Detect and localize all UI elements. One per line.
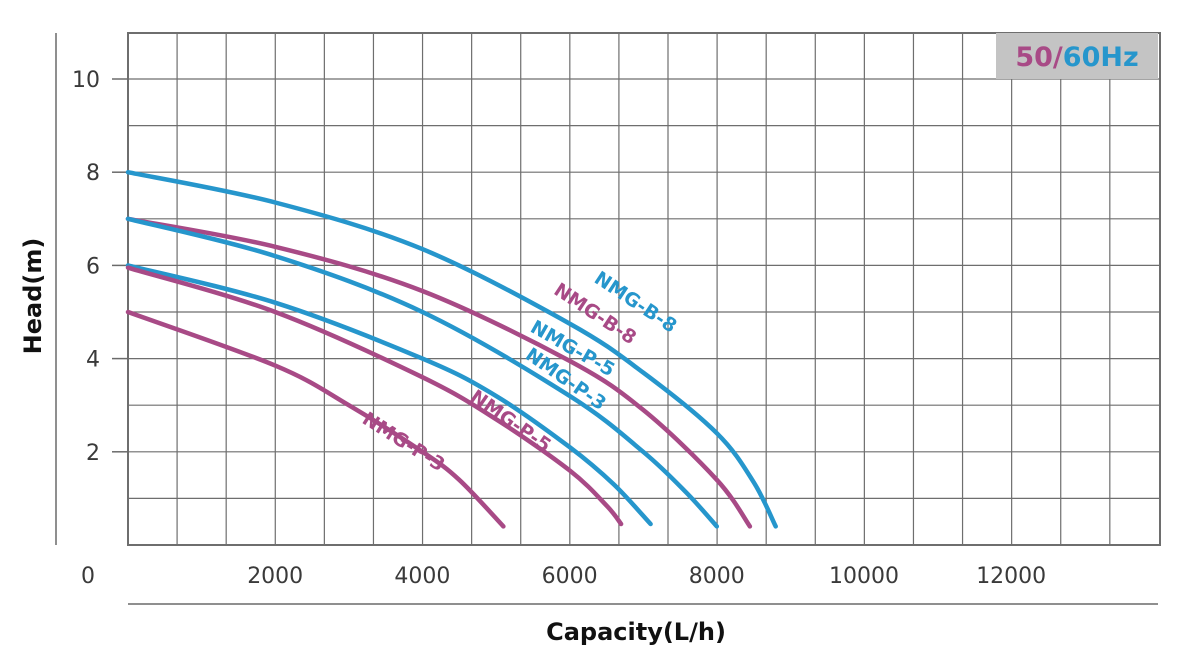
series-line-nmg-p-5-50hz	[125, 265, 624, 527]
y-tick-label: 8	[86, 161, 100, 186]
x-tick-label: 2000	[247, 564, 303, 589]
frequency-badge-text: 50/60Hz	[1015, 42, 1138, 73]
frequency-badge-background	[996, 33, 1158, 79]
grid	[127, 32, 1161, 546]
frequency-badge: 50/60Hz	[996, 33, 1158, 79]
series-line-nmg-b-8-60hz	[125, 169, 778, 529]
y-tick-label: 6	[86, 254, 100, 279]
x-tick-label: 10000	[829, 564, 899, 589]
x-tick-label: 8000	[689, 564, 745, 589]
series-label-nmg-p-3-50hz: NMG-P-3	[358, 408, 448, 476]
series-line-nmg-p-3-60hz	[125, 263, 653, 527]
x-axis-title: Capacity(L/h)	[546, 618, 726, 646]
plot-frame	[127, 32, 1161, 546]
axes: 2 4 6 8 10 0 2000 4000 6000 8000 10000 12000	[55, 33, 1158, 605]
x-tick-label: 12000	[976, 564, 1046, 589]
y-tick-label: 10	[72, 68, 100, 93]
series-line-nmg-b-8-50hz	[125, 216, 753, 529]
y-tick-label: 2	[86, 441, 100, 466]
series-line-nmg-p-5-60hz	[125, 216, 720, 529]
series-lines	[125, 169, 778, 529]
frequency-60hz-label: 60Hz	[1063, 42, 1139, 73]
x-tick-label: 0	[81, 564, 95, 589]
y-axis-title: Head(m)	[19, 238, 47, 355]
series-label-nmg-p-5-50hz: NMG-P-5	[466, 386, 555, 457]
series-line-nmg-p-3-50hz	[125, 309, 506, 529]
frequency-50hz-label: 50	[1015, 42, 1053, 73]
frequency-separator: /	[1053, 42, 1063, 73]
x-tick-label: 6000	[542, 564, 598, 589]
x-tick-label: 4000	[394, 564, 450, 589]
y-tick-label: 4	[86, 348, 100, 373]
